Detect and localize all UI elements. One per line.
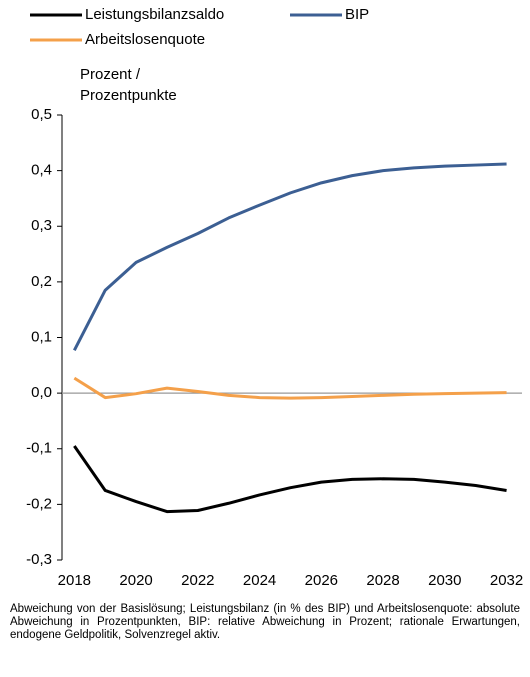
x-tick-label: 2020 <box>119 572 152 589</box>
footnote: Abweichung von der Basislösung; Leistung… <box>10 603 520 641</box>
y-tick-label: -0,1 <box>26 440 52 457</box>
x-tick-label: 2028 <box>366 572 399 589</box>
series-line <box>73 376 507 400</box>
legend-label: Arbeitslosenquote <box>85 31 205 48</box>
y-tick-label: 0,3 <box>31 217 52 234</box>
x-tick-label: 2032 <box>490 572 523 589</box>
x-tick-label: 2024 <box>243 572 276 589</box>
x-tick-label: 2018 <box>58 572 91 589</box>
legend-label: BIP <box>345 6 369 23</box>
series-line <box>73 162 507 351</box>
y-tick-label: 0,5 <box>31 106 52 123</box>
y-tick-label: 0,2 <box>31 273 52 290</box>
x-tick-label: 2030 <box>428 572 461 589</box>
y-tick-label: 0,1 <box>31 328 52 345</box>
chart: Prozent / Prozentpunkte 0,5 0,4 0,3 0,2 0,1 0… <box>26 6 523 589</box>
x-tick-label: 2022 <box>181 572 214 589</box>
series-line <box>73 445 507 514</box>
y-tick-label: -0,3 <box>26 551 52 568</box>
y-tick-label: 0,0 <box>31 384 52 401</box>
y-tick-label: -0,2 <box>26 495 52 512</box>
y-axis-label: Prozentpunkte <box>80 87 177 104</box>
x-tick-label: 2026 <box>305 572 338 589</box>
y-tick-label: 0,4 <box>31 162 52 179</box>
legend-label: Leistungsbilanzsaldo <box>85 6 224 23</box>
y-axis-label: Prozent / <box>80 66 141 83</box>
